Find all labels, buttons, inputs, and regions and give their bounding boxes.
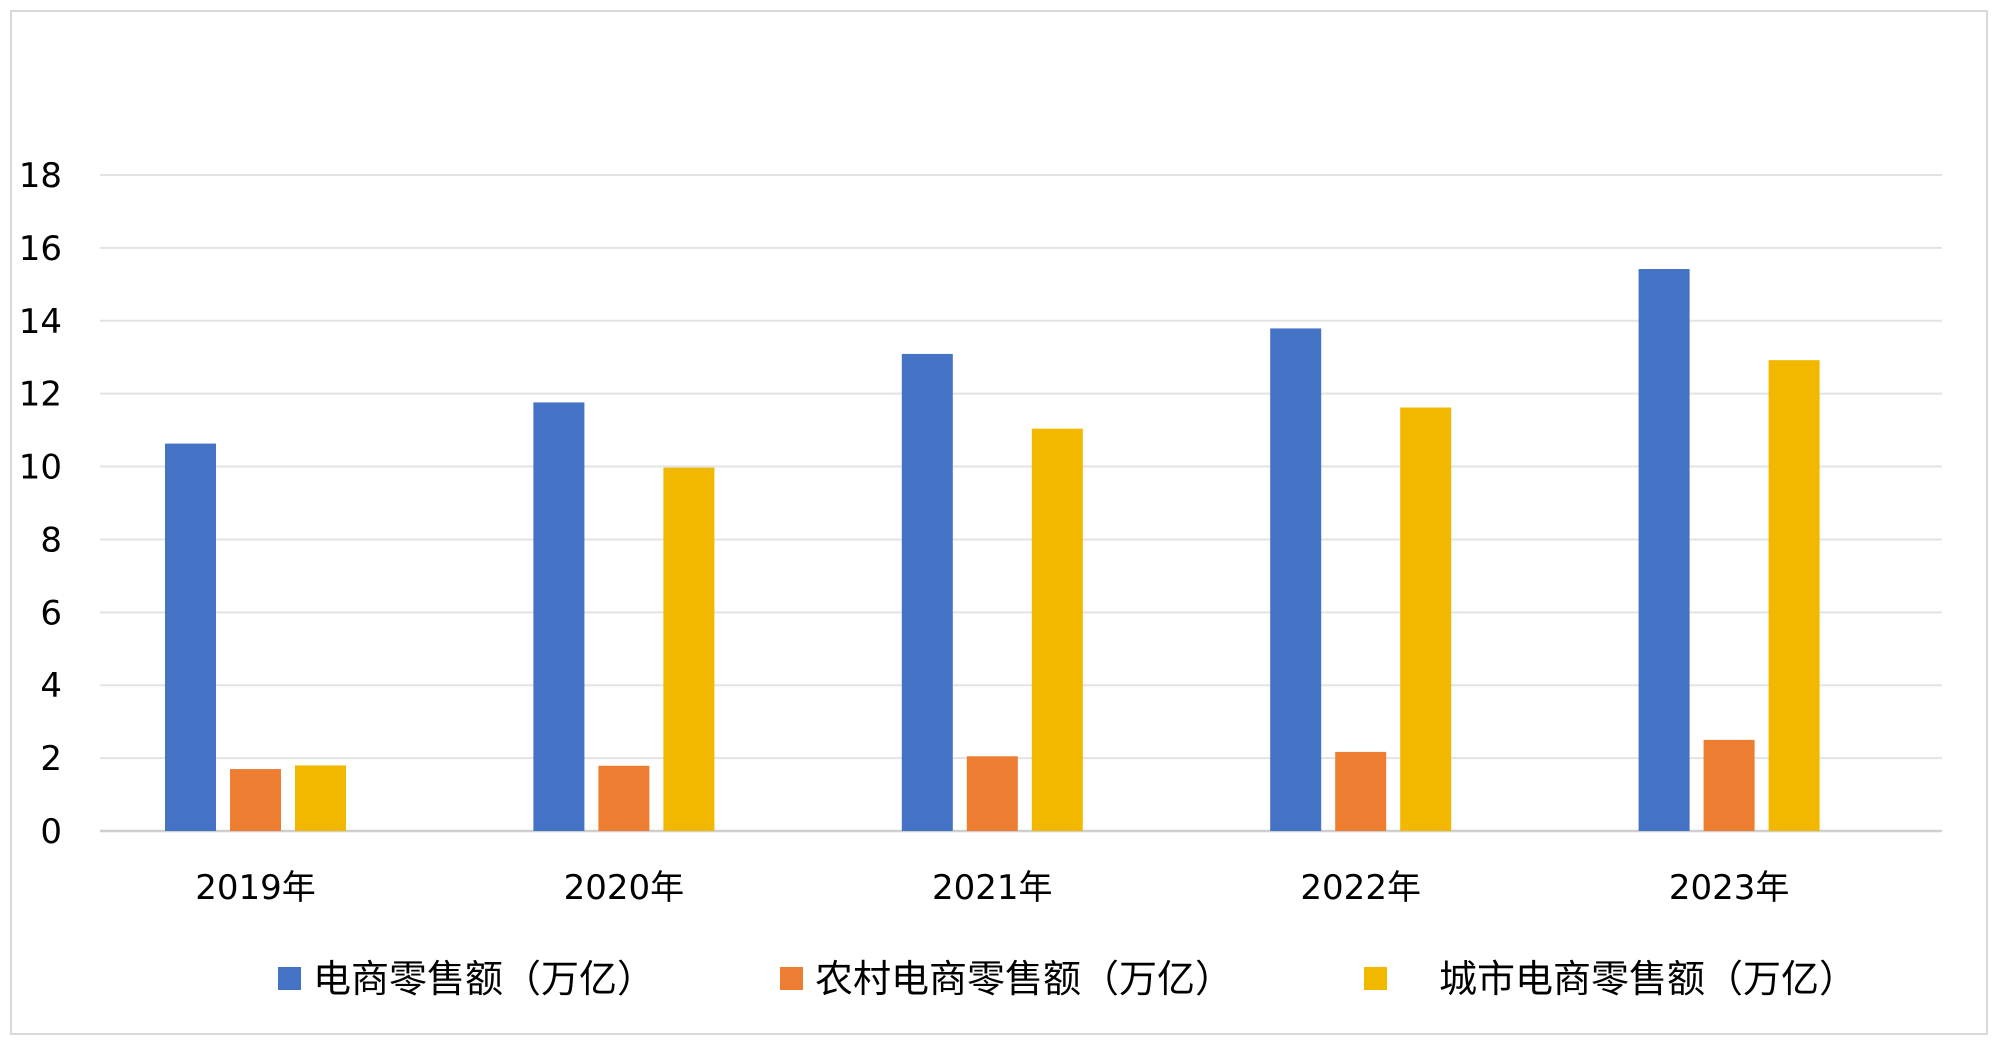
bar-1-2019年 [165, 443, 216, 831]
y-tick-label: 10 [19, 448, 62, 488]
legend: 电商零售额（万亿） 农村电商零售额（万亿） 城市电商零售额（万亿） [278, 957, 1857, 1001]
y-tick-label: 18 [19, 156, 62, 196]
x-tick-label: 2020年 [564, 868, 685, 908]
bar-3-2020年 [663, 467, 715, 831]
bar-2-2021年 [966, 756, 1018, 831]
bars [165, 269, 1820, 831]
y-tick-label: 6 [40, 593, 62, 633]
legend-label: 电商零售额（万亿） [313, 957, 655, 1001]
bar-2-2020年 [598, 765, 650, 831]
y-axis-tick-labels: 0 2 4 6 8 10 12 14 16 18 [19, 156, 62, 852]
bar-1-2020年 [533, 402, 585, 831]
bar-1-2021年 [901, 353, 953, 831]
x-tick-label: 2023年 [1669, 868, 1790, 908]
legend-swatch [1364, 967, 1387, 990]
legend-label: 农村电商零售额（万亿） [815, 957, 1233, 1001]
legend-swatch [278, 967, 301, 990]
x-tick-label: 2019年 [195, 868, 316, 908]
y-tick-label: 14 [19, 302, 62, 342]
bar-1-2022年 [1270, 328, 1322, 831]
bar-3-2023年 [1768, 360, 1820, 831]
y-tick-label: 0 [40, 812, 62, 852]
x-axis-tick-labels: 2019年 2020年 2021年 2022年 2023年 [195, 868, 1789, 908]
y-tick-label: 12 [19, 375, 62, 415]
x-tick-label: 2021年 [932, 868, 1053, 908]
legend-swatch [780, 967, 803, 990]
bar-1-2023年 [1638, 269, 1690, 831]
y-tick-label: 8 [40, 520, 62, 560]
bar-3-2019年 [295, 765, 346, 831]
bar-2-2022年 [1335, 751, 1387, 831]
legend-label: 城市电商零售额（万亿） [1439, 957, 1857, 1001]
x-tick-label: 2022年 [1300, 868, 1421, 908]
bar-2-2023年 [1703, 739, 1755, 831]
y-tick-label: 4 [40, 666, 62, 706]
gridlines [100, 174, 1942, 833]
y-tick-label: 2 [40, 739, 62, 779]
y-tick-label: 16 [19, 229, 62, 269]
bar-2-2019年 [230, 769, 281, 831]
bar-3-2022年 [1400, 407, 1452, 831]
bar-3-2021年 [1031, 428, 1083, 831]
